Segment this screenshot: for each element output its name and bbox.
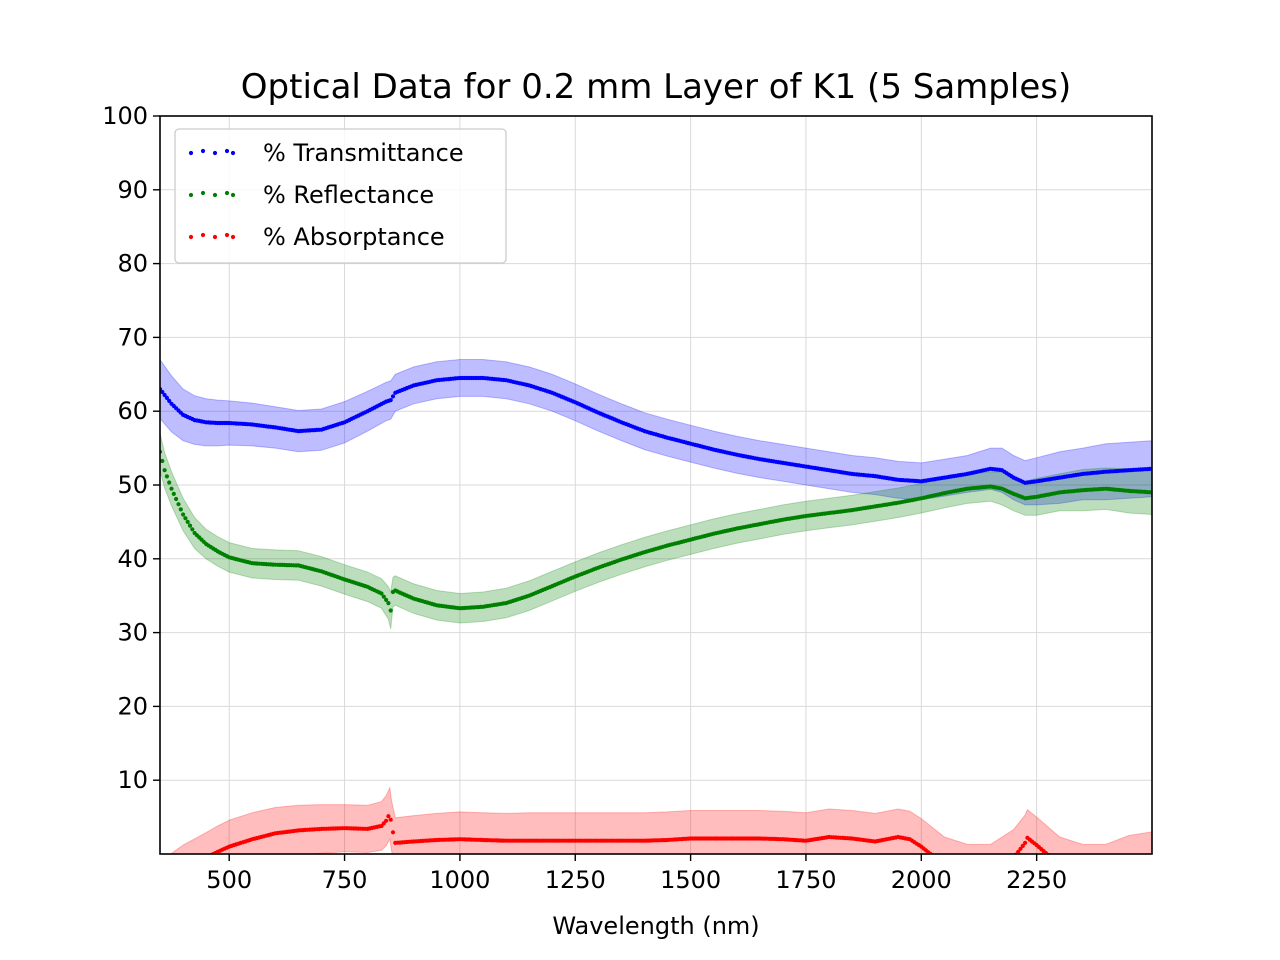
x-tick-label: 1500 <box>660 866 721 894</box>
x-tick-label: 1750 <box>775 866 836 894</box>
legend-marker-absorptance <box>188 234 194 240</box>
legend-marker-transmittance <box>200 148 206 154</box>
y-tick-label: 90 <box>117 176 148 204</box>
legend-label-transmittance: % Transmittance <box>263 139 464 167</box>
point-reflectance <box>181 512 186 517</box>
legend-marker-reflectance <box>224 190 230 196</box>
y-tick-label: 50 <box>117 471 148 499</box>
legend-marker-transmittance <box>188 150 194 156</box>
legend-marker-absorptance <box>224 232 230 238</box>
x-tick-label: 750 <box>322 866 368 894</box>
y-tick-label: 100 <box>102 102 148 130</box>
x-axis-label: Wavelength (nm) <box>552 912 759 940</box>
point-transmittance <box>167 398 172 403</box>
data-points <box>160 375 1152 854</box>
legend: % Transmittance % Reflectance % Absorpta… <box>174 128 507 264</box>
series-absorptance <box>209 814 1050 854</box>
point-absorptance <box>384 818 389 823</box>
series-transmittance <box>160 375 1152 485</box>
x-tick-label: 2000 <box>891 866 952 894</box>
x-tick-label: 1250 <box>545 866 606 894</box>
point-reflectance <box>388 608 393 613</box>
legend-marker-transmittance <box>212 150 218 156</box>
point-reflectance <box>386 601 391 606</box>
x-axis-ticks: 500 750 1000 1250 1500 1750 2000 2250 <box>206 854 1067 894</box>
legend-label-reflectance: % Reflectance <box>263 181 434 209</box>
y-tick-label: 10 <box>117 766 148 794</box>
y-tick-label: 80 <box>117 250 148 278</box>
x-tick-label: 2250 <box>1006 866 1067 894</box>
point-absorptance <box>1016 849 1021 854</box>
point-absorptance <box>390 830 396 835</box>
point-absorptance <box>1023 840 1028 846</box>
y-tick-label: 60 <box>117 397 148 425</box>
y-tick-label: 40 <box>117 545 148 573</box>
point-transmittance <box>388 398 393 403</box>
point-reflectance <box>190 527 195 532</box>
series-reflectance <box>160 449 1152 613</box>
legend-marker-absorptance <box>212 234 218 240</box>
y-tick-label: 20 <box>117 692 148 720</box>
point-reflectance <box>162 468 167 473</box>
point-reflectance <box>160 458 165 464</box>
point-reflectance <box>176 502 181 507</box>
legend-marker-reflectance <box>230 192 236 198</box>
point-reflectance <box>169 486 174 491</box>
legend-marker-absorptance <box>230 234 236 240</box>
point-reflectance <box>164 474 169 479</box>
point-reflectance <box>167 480 172 485</box>
point-transmittance <box>160 389 165 395</box>
legend-box <box>174 128 507 264</box>
point-reflectance <box>183 516 188 521</box>
legend-label-absorptance: % Absorptance <box>263 223 445 251</box>
point-transmittance <box>164 395 169 400</box>
point-absorptance <box>388 817 393 822</box>
point-reflectance <box>185 519 190 525</box>
point-reflectance <box>171 491 176 496</box>
y-axis-ticks: 10 20 30 40 50 60 70 80 90 100 <box>102 102 160 794</box>
legend-marker-reflectance <box>212 192 218 198</box>
legend-marker-transmittance <box>230 150 236 156</box>
legend-marker-absorptance <box>200 232 206 238</box>
point-reflectance <box>187 523 193 528</box>
point-transmittance <box>390 394 396 399</box>
chart-title: Optical Data for 0.2 mm Layer of K1 (5 S… <box>241 67 1071 107</box>
legend-marker-reflectance <box>188 192 194 198</box>
band-transmittance <box>160 358 1152 506</box>
point-reflectance <box>174 496 179 502</box>
y-tick-label: 70 <box>117 323 148 351</box>
point-reflectance <box>178 507 183 512</box>
point-absorptance <box>386 814 391 819</box>
x-tick-label: 500 <box>206 866 252 894</box>
band-reflectance <box>160 433 1152 630</box>
point-reflectance <box>384 597 389 603</box>
y-tick-label: 30 <box>117 619 148 647</box>
point-reflectance <box>379 591 384 596</box>
point-absorptance <box>1020 843 1025 849</box>
point-reflectance <box>381 594 386 599</box>
legend-marker-transmittance <box>224 148 230 154</box>
point-transmittance <box>162 392 167 398</box>
point-absorptance <box>1018 846 1023 851</box>
legend-marker-reflectance <box>200 190 206 196</box>
x-tick-label: 1000 <box>429 866 490 894</box>
